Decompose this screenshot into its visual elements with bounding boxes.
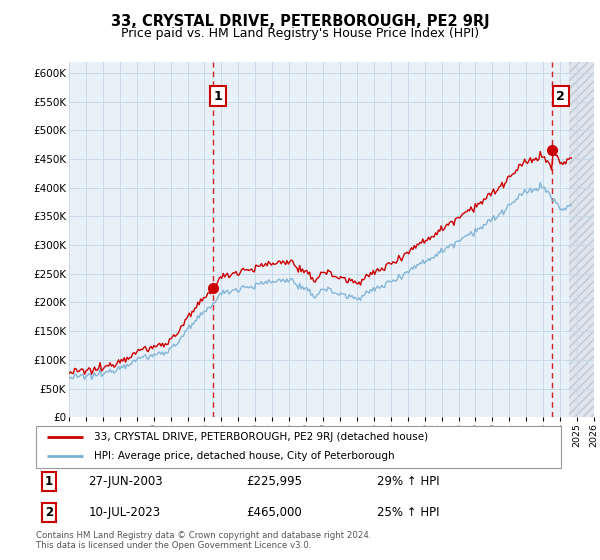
Text: 1: 1	[45, 475, 53, 488]
Text: 33, CRYSTAL DRIVE, PETERBOROUGH, PE2 9RJ (detached house): 33, CRYSTAL DRIVE, PETERBOROUGH, PE2 9RJ…	[94, 432, 428, 442]
Text: Price paid vs. HM Land Registry's House Price Index (HPI): Price paid vs. HM Land Registry's House …	[121, 27, 479, 40]
Text: 33, CRYSTAL DRIVE, PETERBOROUGH, PE2 9RJ: 33, CRYSTAL DRIVE, PETERBOROUGH, PE2 9RJ	[110, 14, 490, 29]
Text: 29% ↑ HPI: 29% ↑ HPI	[377, 475, 440, 488]
Text: £225,995: £225,995	[246, 475, 302, 488]
Bar	[569, 62, 594, 417]
Text: 2: 2	[556, 90, 565, 102]
Text: HPI: Average price, detached house, City of Peterborough: HPI: Average price, detached house, City…	[94, 451, 394, 461]
FancyBboxPatch shape	[36, 426, 561, 468]
Text: 25% ↑ HPI: 25% ↑ HPI	[377, 506, 440, 519]
Text: £465,000: £465,000	[246, 506, 302, 519]
Text: 2: 2	[45, 506, 53, 519]
Text: 27-JUN-2003: 27-JUN-2003	[89, 475, 163, 488]
Text: 1: 1	[214, 90, 222, 102]
Text: 10-JUL-2023: 10-JUL-2023	[89, 506, 161, 519]
Text: Contains HM Land Registry data © Crown copyright and database right 2024.
This d: Contains HM Land Registry data © Crown c…	[36, 531, 371, 550]
Bar	[569, 62, 594, 417]
